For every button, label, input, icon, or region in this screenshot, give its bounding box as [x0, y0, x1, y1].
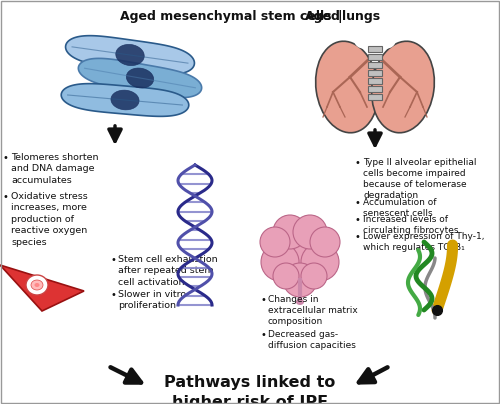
Circle shape	[273, 215, 307, 249]
Text: •: •	[260, 330, 266, 340]
Circle shape	[261, 243, 299, 281]
Text: Changes in
extracellular matrix
composition: Changes in extracellular matrix composit…	[268, 295, 358, 326]
Circle shape	[301, 263, 327, 289]
Circle shape	[283, 263, 317, 297]
Text: Lower expression of Thy-1,
which regulates TGFβ₁: Lower expression of Thy-1, which regulat…	[363, 232, 484, 252]
FancyBboxPatch shape	[368, 78, 382, 84]
Ellipse shape	[374, 31, 396, 49]
Text: Accumulation of
senescent cells: Accumulation of senescent cells	[363, 198, 436, 218]
Ellipse shape	[34, 283, 40, 287]
FancyBboxPatch shape	[368, 86, 382, 92]
Text: •: •	[3, 192, 9, 202]
FancyBboxPatch shape	[368, 46, 382, 52]
Polygon shape	[78, 59, 202, 98]
Circle shape	[293, 215, 327, 249]
Polygon shape	[66, 36, 194, 74]
FancyBboxPatch shape	[368, 54, 382, 60]
Text: •: •	[110, 255, 116, 265]
Text: Stem cell exhaustion
after repeated stem
cell activation: Stem cell exhaustion after repeated stem…	[118, 255, 218, 287]
Circle shape	[310, 227, 340, 257]
Polygon shape	[0, 265, 84, 311]
Polygon shape	[6, 269, 78, 308]
Text: •: •	[355, 232, 361, 242]
Text: •: •	[110, 290, 116, 300]
Text: •: •	[260, 295, 266, 305]
Text: Aged: Aged	[305, 10, 341, 23]
Text: Slower in vitro
proliferation: Slower in vitro proliferation	[118, 290, 186, 310]
Text: •: •	[355, 158, 361, 168]
Ellipse shape	[316, 41, 378, 133]
Text: Oxidative stress
increases, more
production of
reactive oxygen
species: Oxidative stress increases, more product…	[11, 192, 88, 247]
FancyBboxPatch shape	[368, 62, 382, 68]
Ellipse shape	[31, 280, 43, 290]
Circle shape	[278, 228, 322, 272]
Ellipse shape	[126, 68, 154, 88]
Text: •: •	[3, 153, 9, 163]
Text: Aged mesenchymal stem cells: Aged mesenchymal stem cells	[120, 10, 332, 23]
Ellipse shape	[354, 31, 376, 49]
FancyBboxPatch shape	[368, 94, 382, 100]
Polygon shape	[0, 265, 84, 311]
Ellipse shape	[111, 90, 139, 110]
Text: Telomeres shorten
and DNA damage
accumulates: Telomeres shorten and DNA damage accumul…	[11, 153, 99, 185]
FancyBboxPatch shape	[368, 70, 382, 76]
Text: Decreased gas-
diffusion capacities: Decreased gas- diffusion capacities	[268, 330, 356, 350]
Text: Type II alveolar epithelial
cells become impaired
because of telomerase
degradat: Type II alveolar epithelial cells become…	[363, 158, 476, 200]
Text: •: •	[355, 198, 361, 208]
Ellipse shape	[296, 299, 304, 305]
Circle shape	[273, 263, 299, 289]
Polygon shape	[61, 84, 189, 116]
Ellipse shape	[26, 275, 48, 295]
Text: lungs: lungs	[342, 10, 380, 23]
Text: •: •	[355, 215, 361, 225]
Ellipse shape	[372, 41, 434, 133]
Polygon shape	[14, 274, 70, 303]
Circle shape	[260, 227, 290, 257]
Text: Pathways linked to
higher risk of IPF: Pathways linked to higher risk of IPF	[164, 375, 336, 404]
Text: Increased levels of
circulating fibrocytes: Increased levels of circulating fibrocyt…	[363, 215, 458, 235]
Circle shape	[301, 243, 339, 281]
Text: |: |	[337, 10, 342, 23]
Ellipse shape	[116, 44, 144, 65]
